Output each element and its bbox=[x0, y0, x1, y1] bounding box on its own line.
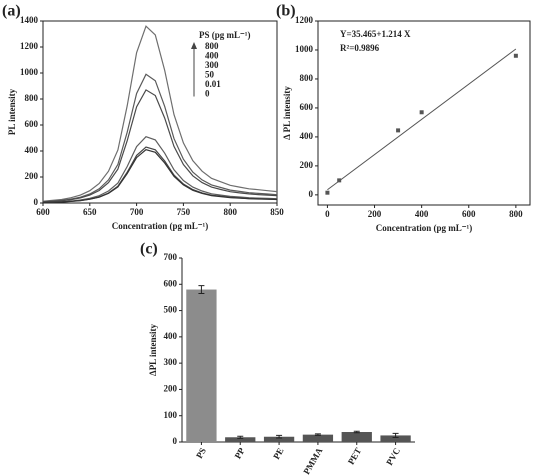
x-tick-label: PS bbox=[194, 446, 208, 460]
x-tick-label: PP bbox=[233, 446, 247, 461]
y-tick-label: 200 bbox=[164, 383, 178, 393]
legend-label: 800 bbox=[205, 41, 219, 51]
data-point bbox=[337, 178, 342, 183]
x-tick-label: PVC bbox=[384, 446, 402, 467]
x-tick-label: 750 bbox=[177, 207, 191, 217]
x-tick-label: PMMA bbox=[301, 446, 324, 476]
y-tick-label: 400 bbox=[164, 331, 178, 341]
y-axis-label: ΔPL intensity bbox=[148, 324, 158, 376]
y-axis-label: PL intensity bbox=[7, 88, 17, 135]
error-bar bbox=[392, 432, 399, 439]
y-tick-label: 600 bbox=[164, 278, 178, 288]
y-tick-label: 600 bbox=[300, 102, 314, 112]
error-bar bbox=[237, 435, 244, 439]
x-tick-label: 700 bbox=[130, 207, 144, 217]
y-tick-label: 0 bbox=[309, 189, 314, 199]
bar bbox=[186, 289, 217, 442]
y-tick-label: 300 bbox=[164, 357, 178, 367]
annotation: Y=35.465+1.214 X bbox=[340, 29, 411, 39]
x-tick-label: 800 bbox=[509, 209, 523, 219]
line-series bbox=[42, 25, 278, 202]
line-series bbox=[42, 136, 278, 203]
y-tick-label: 600 bbox=[25, 119, 39, 129]
legend-arrow-head bbox=[191, 42, 197, 49]
x-tick-label: 200 bbox=[368, 209, 382, 219]
bar bbox=[380, 435, 411, 442]
y-tick-label: 1200 bbox=[20, 41, 39, 51]
panel-label: (c) bbox=[140, 241, 158, 258]
x-tick-label: 600 bbox=[36, 207, 50, 217]
fit-line bbox=[327, 48, 517, 191]
data-point bbox=[396, 128, 401, 133]
bar bbox=[263, 436, 295, 442]
x-tick-label: 400 bbox=[415, 209, 429, 219]
x-tick-label: 850 bbox=[270, 207, 284, 217]
y-tick-label: 100 bbox=[164, 410, 178, 420]
y-tick-label: 1000 bbox=[295, 44, 314, 54]
x-tick-label: 800 bbox=[223, 207, 237, 217]
x-axis-label: Concentration (pg mL⁻¹) bbox=[376, 223, 472, 233]
plot-frame bbox=[317, 20, 531, 206]
x-axis-label: Concentration (pg mL⁻¹) bbox=[112, 221, 208, 231]
error-bar bbox=[198, 285, 205, 294]
line-series bbox=[42, 89, 278, 203]
y-tick-label: 200 bbox=[25, 171, 39, 181]
y-tick-label: 500 bbox=[164, 305, 178, 315]
line-series bbox=[42, 146, 278, 204]
bar bbox=[341, 432, 372, 442]
y-tick-label: 400 bbox=[25, 145, 39, 155]
y-tick-label: 1400 bbox=[20, 15, 39, 25]
data-point bbox=[513, 53, 518, 58]
y-tick-label: 1000 bbox=[20, 67, 39, 77]
data-point bbox=[325, 190, 330, 195]
x-tick-label: 600 bbox=[462, 209, 476, 219]
x-tick-label: PE bbox=[271, 446, 285, 461]
panel-label: (a) bbox=[2, 3, 21, 20]
y-tick-label: 0 bbox=[34, 197, 39, 207]
line-series bbox=[42, 149, 278, 204]
x-tick-label: PET bbox=[346, 446, 363, 466]
legend-label: 300 bbox=[205, 60, 219, 70]
error-bar bbox=[276, 434, 283, 439]
plot-frame bbox=[42, 20, 278, 204]
error-bar bbox=[353, 430, 360, 434]
y-tick-label: 800 bbox=[25, 93, 39, 103]
bar bbox=[225, 437, 256, 442]
legend-title: PS (pg mL⁻¹) bbox=[199, 30, 250, 40]
x-tick-label: 0 bbox=[325, 209, 330, 219]
data-point bbox=[419, 110, 424, 115]
line-series bbox=[42, 73, 278, 203]
y-tick-label: 800 bbox=[300, 73, 314, 83]
legend-label: 400 bbox=[205, 51, 219, 61]
legend-label: 0.01 bbox=[205, 79, 221, 89]
x-tick-label: 650 bbox=[83, 207, 97, 217]
panel-label: (b) bbox=[276, 3, 296, 20]
y-tick-label: 0 bbox=[173, 436, 178, 446]
y-tick-label: 1200 bbox=[295, 15, 314, 25]
y-tick-label: 700 bbox=[164, 252, 178, 262]
y-tick-label: 400 bbox=[300, 131, 314, 141]
legend-label: 0 bbox=[205, 89, 210, 99]
error-bar bbox=[314, 433, 321, 436]
legend-label: 50 bbox=[205, 70, 215, 80]
y-tick-label: 200 bbox=[300, 160, 314, 170]
y-axis-label: Δ PL intensity bbox=[282, 86, 292, 140]
bar bbox=[302, 434, 334, 442]
annotation: R²=0.9896 bbox=[340, 43, 380, 53]
